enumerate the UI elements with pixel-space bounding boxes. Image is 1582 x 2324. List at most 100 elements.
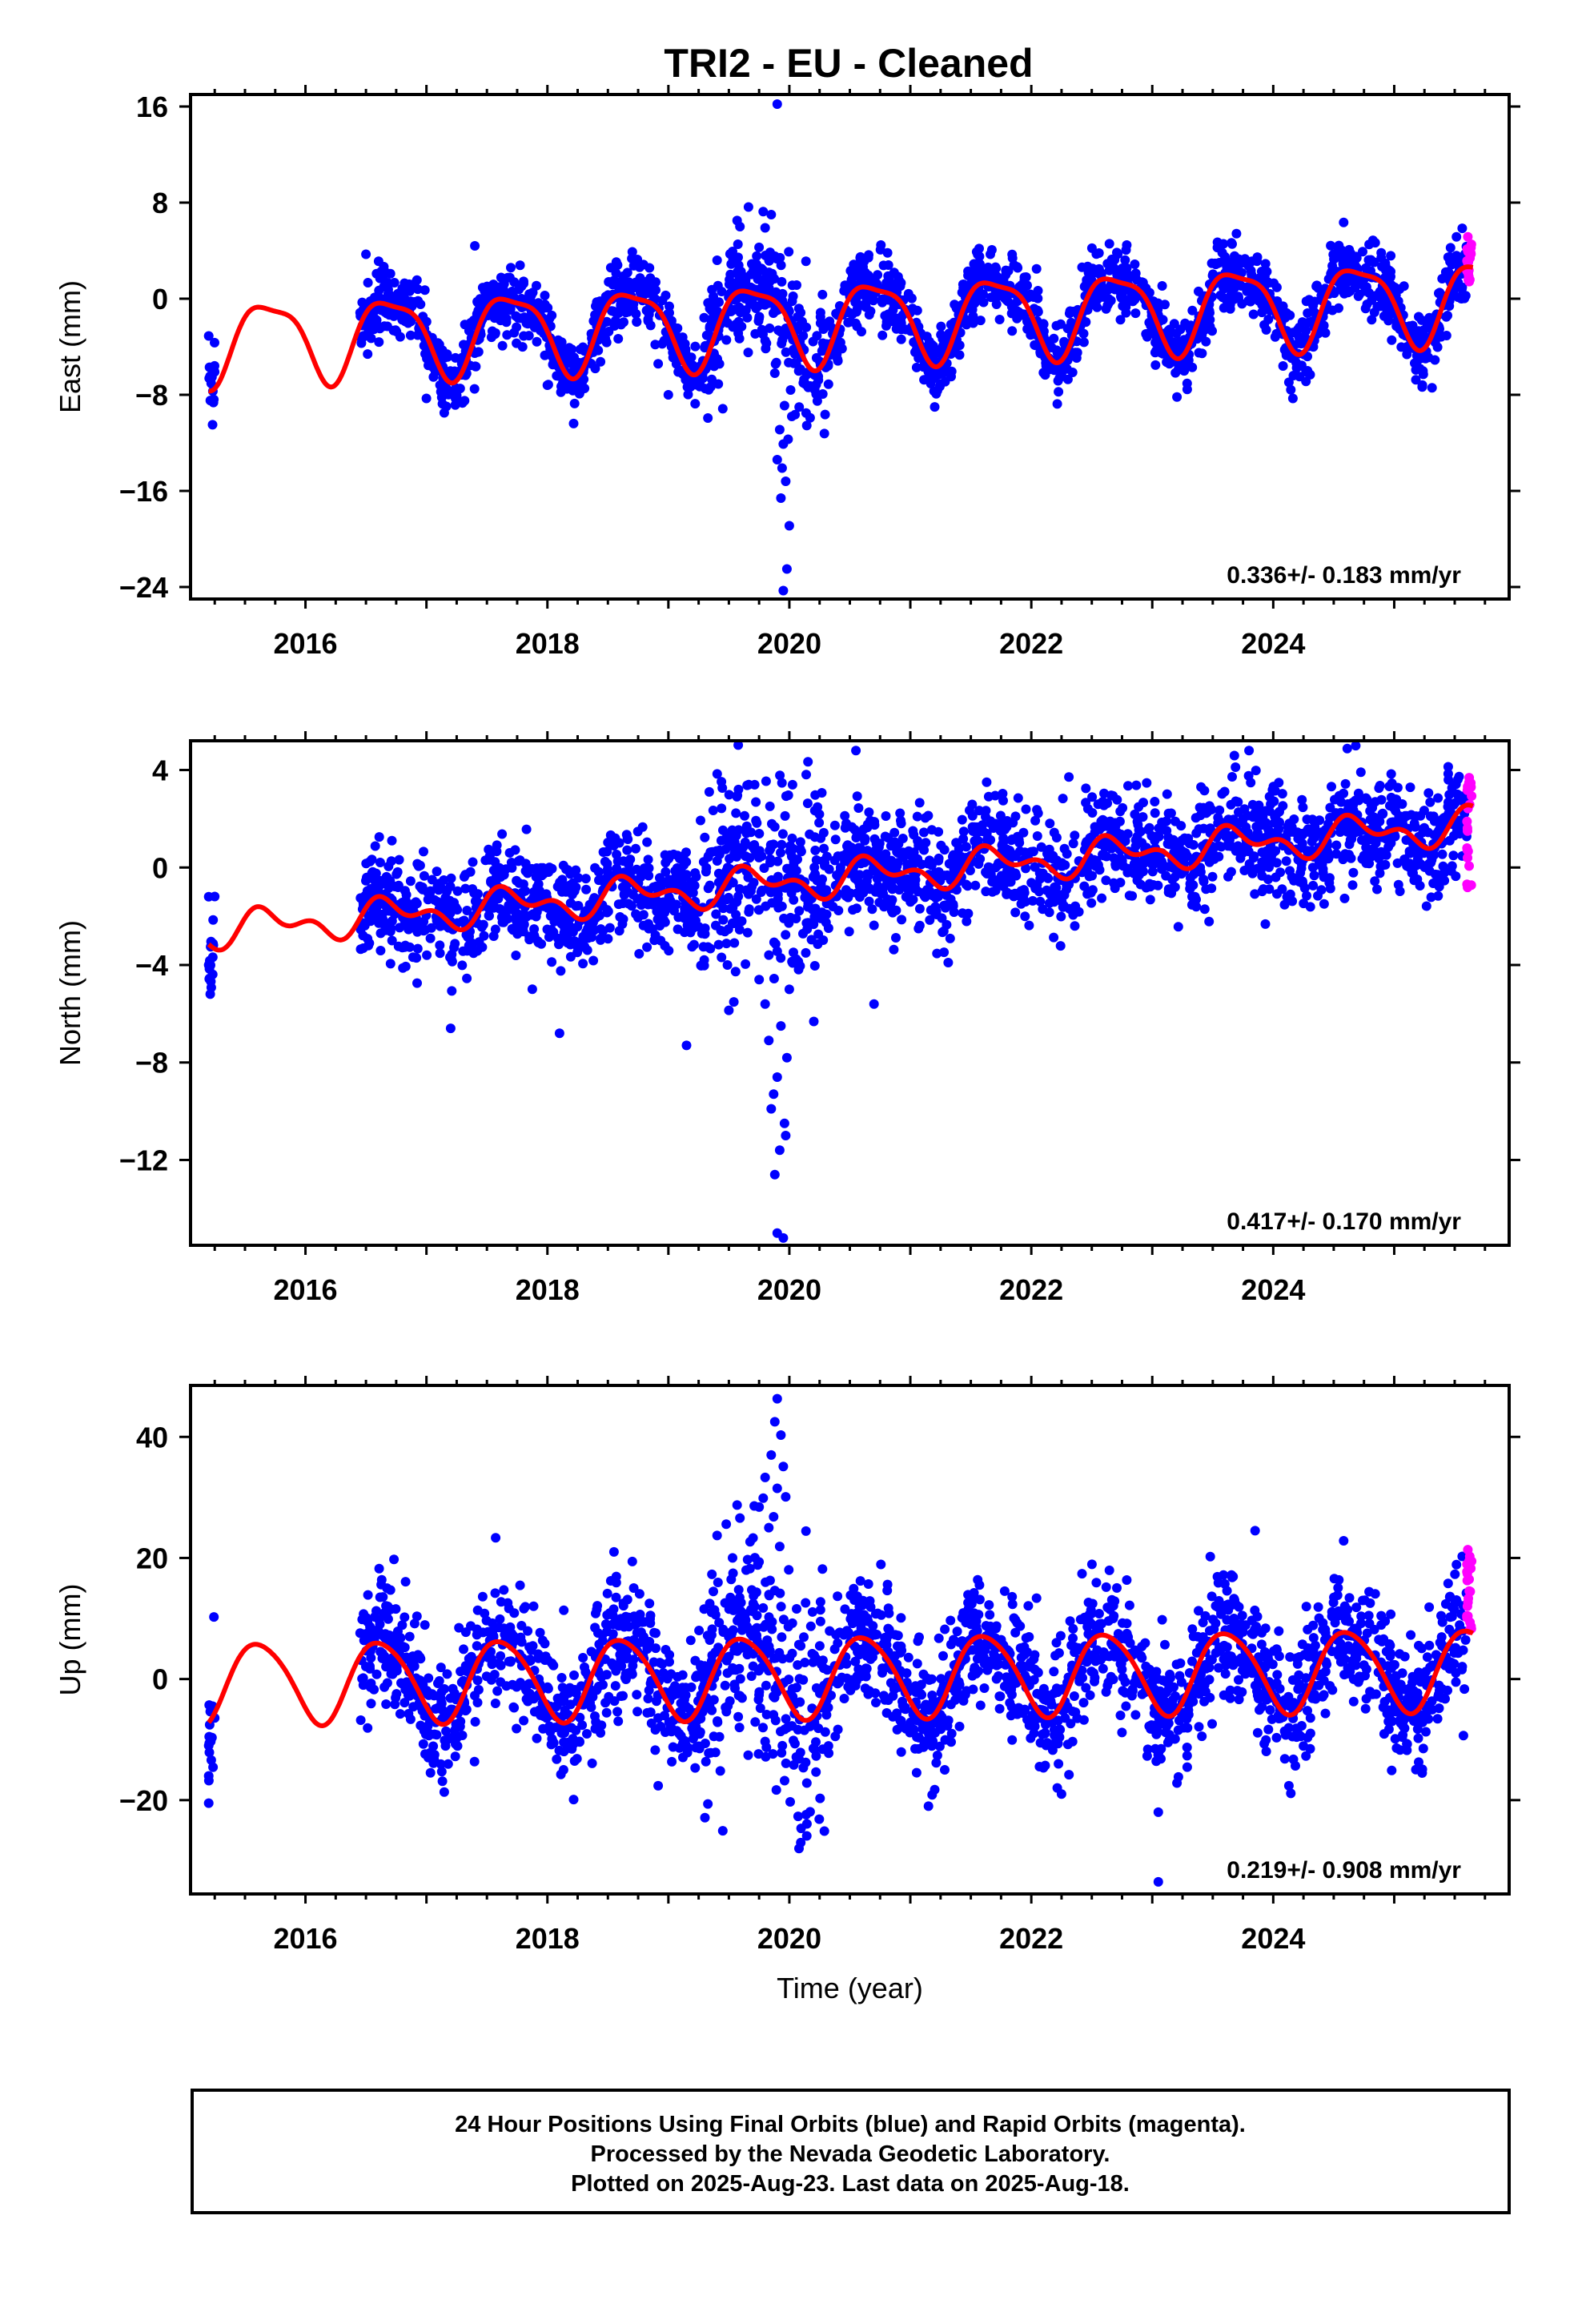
final-point (780, 810, 790, 821)
final-point (1254, 296, 1263, 306)
final-point (914, 840, 924, 850)
final-point (1247, 284, 1257, 295)
final-point (1056, 911, 1066, 922)
final-point (363, 278, 373, 287)
final-point (466, 318, 476, 328)
final-point (759, 863, 769, 873)
final-point (689, 880, 700, 891)
final-point (1452, 251, 1462, 261)
final-point (391, 325, 401, 336)
final-point (983, 791, 994, 802)
final-orbit-points (203, 99, 1472, 596)
final-point (658, 897, 669, 907)
final-point (711, 909, 721, 919)
final-point (741, 851, 751, 862)
final-point (1051, 320, 1062, 331)
y-tick-label: −4 (135, 949, 168, 982)
final-point (1231, 846, 1241, 856)
final-point (1049, 932, 1059, 943)
final-point (1340, 849, 1351, 859)
final-point (1158, 824, 1168, 834)
final-point (387, 935, 397, 946)
final-point (817, 289, 828, 300)
final-point (601, 316, 612, 327)
final-point (874, 838, 885, 849)
final-point (588, 895, 599, 905)
final-point (1127, 296, 1138, 306)
final-point (569, 352, 579, 363)
final-point (1055, 941, 1066, 951)
final-point (869, 999, 879, 1009)
final-point (961, 842, 971, 852)
final-point (1051, 345, 1062, 356)
final-point (374, 832, 384, 842)
final-point (1277, 884, 1287, 895)
final-point (1286, 384, 1296, 395)
final-point (751, 815, 761, 826)
final-point (1101, 875, 1111, 886)
final-point (1176, 821, 1186, 831)
rapid-point (1462, 816, 1472, 826)
final-point (357, 297, 367, 308)
final-point (1360, 304, 1371, 314)
final-point (1396, 342, 1407, 352)
final-point (446, 873, 456, 883)
final-point (1045, 818, 1055, 829)
final-point (1263, 858, 1273, 869)
final-point (1021, 804, 1031, 814)
final-point (1106, 790, 1116, 801)
final-point (1007, 249, 1018, 259)
final-point (632, 826, 643, 837)
final-point (507, 288, 517, 299)
final-point (970, 273, 981, 283)
final-point (1457, 283, 1467, 294)
final-point (825, 316, 835, 327)
final-point (717, 952, 727, 963)
final-point (439, 875, 449, 885)
final-point (857, 327, 866, 337)
final-point (892, 322, 902, 332)
final-point (724, 1005, 734, 1015)
final-point (962, 916, 972, 927)
final-point (650, 340, 661, 350)
final-point (533, 879, 544, 889)
final-point (743, 348, 753, 358)
final-point (661, 290, 671, 300)
final-point (1049, 895, 1059, 905)
final-point (1213, 259, 1223, 268)
final-point (1027, 895, 1038, 906)
final-point (470, 361, 480, 372)
final-point (542, 924, 552, 935)
final-point (1376, 794, 1387, 805)
final-point (400, 961, 411, 971)
final-orbit-points (203, 741, 1472, 1243)
final-point (527, 863, 537, 874)
final-point (974, 287, 985, 298)
final-point (795, 961, 805, 971)
final-point (1052, 399, 1062, 409)
final-point (830, 834, 841, 845)
final-point (547, 957, 557, 967)
final-point (1087, 792, 1098, 802)
final-point (203, 331, 214, 341)
final-point (820, 409, 830, 420)
final-point (540, 300, 550, 310)
final-point (375, 928, 386, 939)
final-point (789, 349, 800, 360)
final-point (801, 420, 812, 431)
final-point (465, 866, 476, 877)
final-point (445, 366, 456, 376)
final-point (564, 935, 574, 946)
final-point (503, 914, 513, 924)
final-point (638, 910, 648, 920)
final-point (1252, 252, 1263, 263)
final-point (1397, 816, 1407, 826)
final-point (636, 287, 645, 298)
final-point (773, 874, 783, 884)
final-point (590, 862, 600, 873)
final-point (209, 367, 219, 377)
final-point (524, 935, 535, 945)
final-point (975, 316, 986, 326)
final-point (823, 379, 833, 389)
